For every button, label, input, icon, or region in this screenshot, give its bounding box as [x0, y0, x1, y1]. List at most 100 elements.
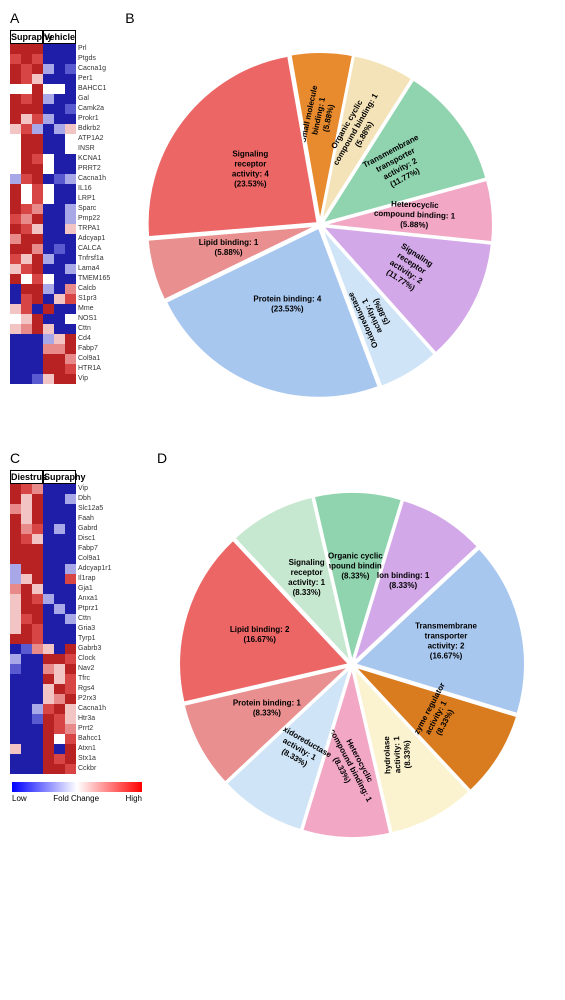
- panel-a-label: A: [10, 10, 110, 26]
- gene-label: Dbh: [78, 494, 111, 504]
- heatmap-cell: [65, 174, 76, 184]
- heatmap-cell: [10, 234, 21, 244]
- heatmap-cell: [54, 534, 65, 544]
- heatmap-c-genes: VipDbhSlc12a5FaahGabrdDisc1Fabp7Col9a1Ad…: [78, 484, 111, 774]
- heatmap-cell: [43, 134, 54, 144]
- gene-label: Col9a1: [78, 354, 110, 364]
- heatmap-cell: [65, 164, 76, 174]
- heatmap-cell: [10, 154, 21, 164]
- pie-slice-label: (8.33%): [341, 572, 369, 581]
- heatmap-cell: [21, 624, 32, 634]
- gene-label: Gria3: [78, 624, 111, 634]
- heatmap-cell: [10, 304, 21, 314]
- heatmap-cell: [65, 284, 76, 294]
- heatmap-cell: [65, 744, 76, 754]
- gene-label: NOS1: [78, 314, 110, 324]
- gene-label: Gja1: [78, 584, 111, 594]
- heatmap-cell: [54, 234, 65, 244]
- colorbar-low: Low: [12, 794, 27, 803]
- heatmap-cell: [32, 204, 43, 214]
- heatmap-cell: [54, 744, 65, 754]
- heatmap-cell: [21, 354, 32, 364]
- heatmap-cell: [10, 254, 21, 264]
- heatmap-cell: [54, 154, 65, 164]
- heatmap-cell: [21, 564, 32, 574]
- heatmap-cell: [10, 134, 21, 144]
- heatmap-cell: [54, 674, 65, 684]
- heatmap-cell: [21, 154, 32, 164]
- pie-slice-label: Transmembrane: [415, 621, 477, 630]
- pie-slice-label: activity: 1: [392, 736, 402, 774]
- pie-slice-label: (8.33%): [293, 588, 321, 597]
- heatmap-cell: [65, 684, 76, 694]
- gene-label: Tyrp1: [78, 634, 111, 644]
- panel-b-label: B: [125, 10, 555, 26]
- heatmap-cell: [65, 144, 76, 154]
- heatmap-cell: [65, 314, 76, 324]
- pie-slice-label: Protein binding: 4: [254, 295, 323, 304]
- heatmap-cell: [32, 274, 43, 284]
- heatmap-cell: [43, 554, 54, 564]
- heatmap-cell: [43, 74, 54, 84]
- heatmap-cell: [21, 114, 32, 124]
- heatmap-cell: [32, 654, 43, 664]
- heatmap-cell: [54, 44, 65, 54]
- pie-slice-label: receptor: [291, 568, 323, 577]
- heatmap-cell: [65, 704, 76, 714]
- heatmap-cell: [43, 504, 54, 514]
- heatmap-cell: [65, 344, 76, 354]
- heatmap-cell: [32, 294, 43, 304]
- heatmap-cell: [54, 714, 65, 724]
- pie-slice-label: Lipid binding: 2: [230, 625, 290, 634]
- heatmap-cell: [10, 344, 21, 354]
- heatmap-cell: [32, 764, 43, 774]
- heatmap-cell: [43, 234, 54, 244]
- pie-slice-label: (16.67%): [243, 635, 276, 644]
- heatmap-cell: [21, 54, 32, 64]
- gene-label: Htr3a: [78, 714, 111, 724]
- panel-c: C DiestrusSupraphy VipDbhSlc12a5FaahGabr…: [10, 450, 142, 803]
- heatmap-cell: [54, 54, 65, 64]
- heatmap-cell: [10, 634, 21, 644]
- heatmap-cell: [32, 644, 43, 654]
- heatmap-cell: [43, 314, 54, 324]
- heatmap-cell: [32, 584, 43, 594]
- heatmap-cell: [65, 304, 76, 314]
- gene-label: Faah: [78, 514, 111, 524]
- heatmap-cell: [21, 344, 32, 354]
- heatmap-cell: [21, 494, 32, 504]
- heatmap-cell: [54, 524, 65, 534]
- panel-d-label: D: [157, 450, 555, 466]
- heatmap-cell: [32, 514, 43, 524]
- heatmap-cell: [21, 744, 32, 754]
- heatmap-cell: [54, 594, 65, 604]
- heatmap-cell: [10, 574, 21, 584]
- heatmap-cell: [32, 534, 43, 544]
- heatmap-cell: [65, 134, 76, 144]
- heatmap-cell: [65, 594, 76, 604]
- pie-slice-label: Lipid binding: 1: [199, 238, 259, 247]
- heatmap-cell: [54, 74, 65, 84]
- heatmap-cell: [21, 244, 32, 254]
- heatmap-cell: [21, 574, 32, 584]
- heatmap-cell: [21, 594, 32, 604]
- heatmap-cell: [10, 564, 21, 574]
- heatmap-cell: [65, 754, 76, 764]
- heatmap-cell: [65, 494, 76, 504]
- gene-label: KCNA1: [78, 154, 110, 164]
- heatmap-cell: [65, 334, 76, 344]
- heatmap-cell: [65, 544, 76, 554]
- heatmap-cell: [43, 144, 54, 154]
- heatmap-cell: [21, 164, 32, 174]
- heatmap-cell: [32, 714, 43, 724]
- colorbar-labels: Low Fold Change High: [12, 794, 142, 803]
- heatmap-cell: [32, 234, 43, 244]
- heatmap-cell: [54, 284, 65, 294]
- heatmap-cell: [54, 264, 65, 274]
- panel-d: D Organic cycliccompound binding: 1(8.33…: [157, 450, 555, 860]
- heatmap-cell: [65, 274, 76, 284]
- heatmap-cell: [43, 114, 54, 124]
- heatmap-cell: [21, 714, 32, 724]
- pie-chart-b: Small moleculebinding: 1(5.88%)Organic c…: [125, 30, 515, 420]
- heatmap-cell: [10, 654, 21, 664]
